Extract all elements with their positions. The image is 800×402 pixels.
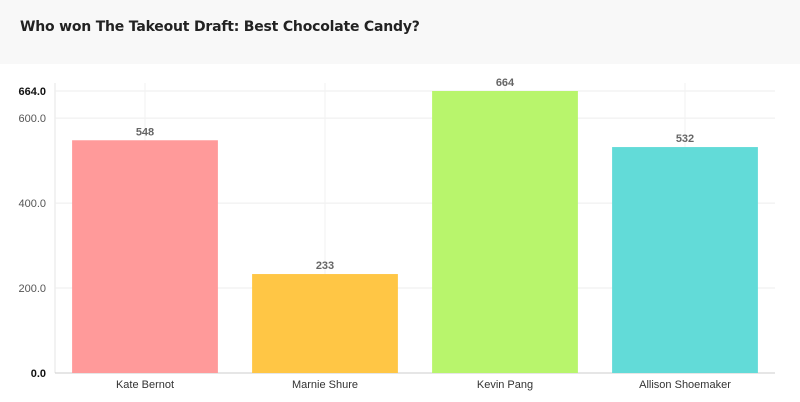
y-tick-label: 200.0 — [18, 283, 46, 295]
chart-title: Who won The Takeout Draft: Best Chocolat… — [20, 19, 420, 35]
x-tick-label: Allison Shoemaker — [639, 379, 731, 391]
bar — [432, 91, 578, 373]
bar-chart: 0.0 200.0 400.0 600.0 664.0 548 Kate Bernot 233… — [18, 77, 775, 391]
bar — [612, 147, 758, 373]
x-tick-label: Marnie Shure — [292, 379, 358, 391]
bar-value-label: 664 — [496, 77, 515, 89]
bar-value-label: 532 — [676, 133, 694, 145]
bar-value-label: 233 — [316, 260, 334, 272]
chart-header: Who won The Takeout Draft: Best Chocolat… — [0, 0, 800, 64]
bar-value-label: 548 — [136, 126, 154, 138]
bar — [72, 140, 218, 373]
y-tick-label: 400.0 — [18, 198, 46, 210]
label-layer: 0.0 200.0 400.0 600.0 664.0 548 Kate Bernot 233… — [18, 77, 731, 391]
x-tick-label: Kate Bernot — [116, 379, 174, 391]
y-tick-label: 600.0 — [18, 113, 46, 125]
y-tick-label: 664.0 — [18, 86, 46, 98]
bar-layer — [72, 91, 758, 373]
x-tick-label: Kevin Pang — [477, 379, 533, 391]
y-tick-label: 0.0 — [31, 368, 46, 380]
bar — [252, 274, 398, 373]
